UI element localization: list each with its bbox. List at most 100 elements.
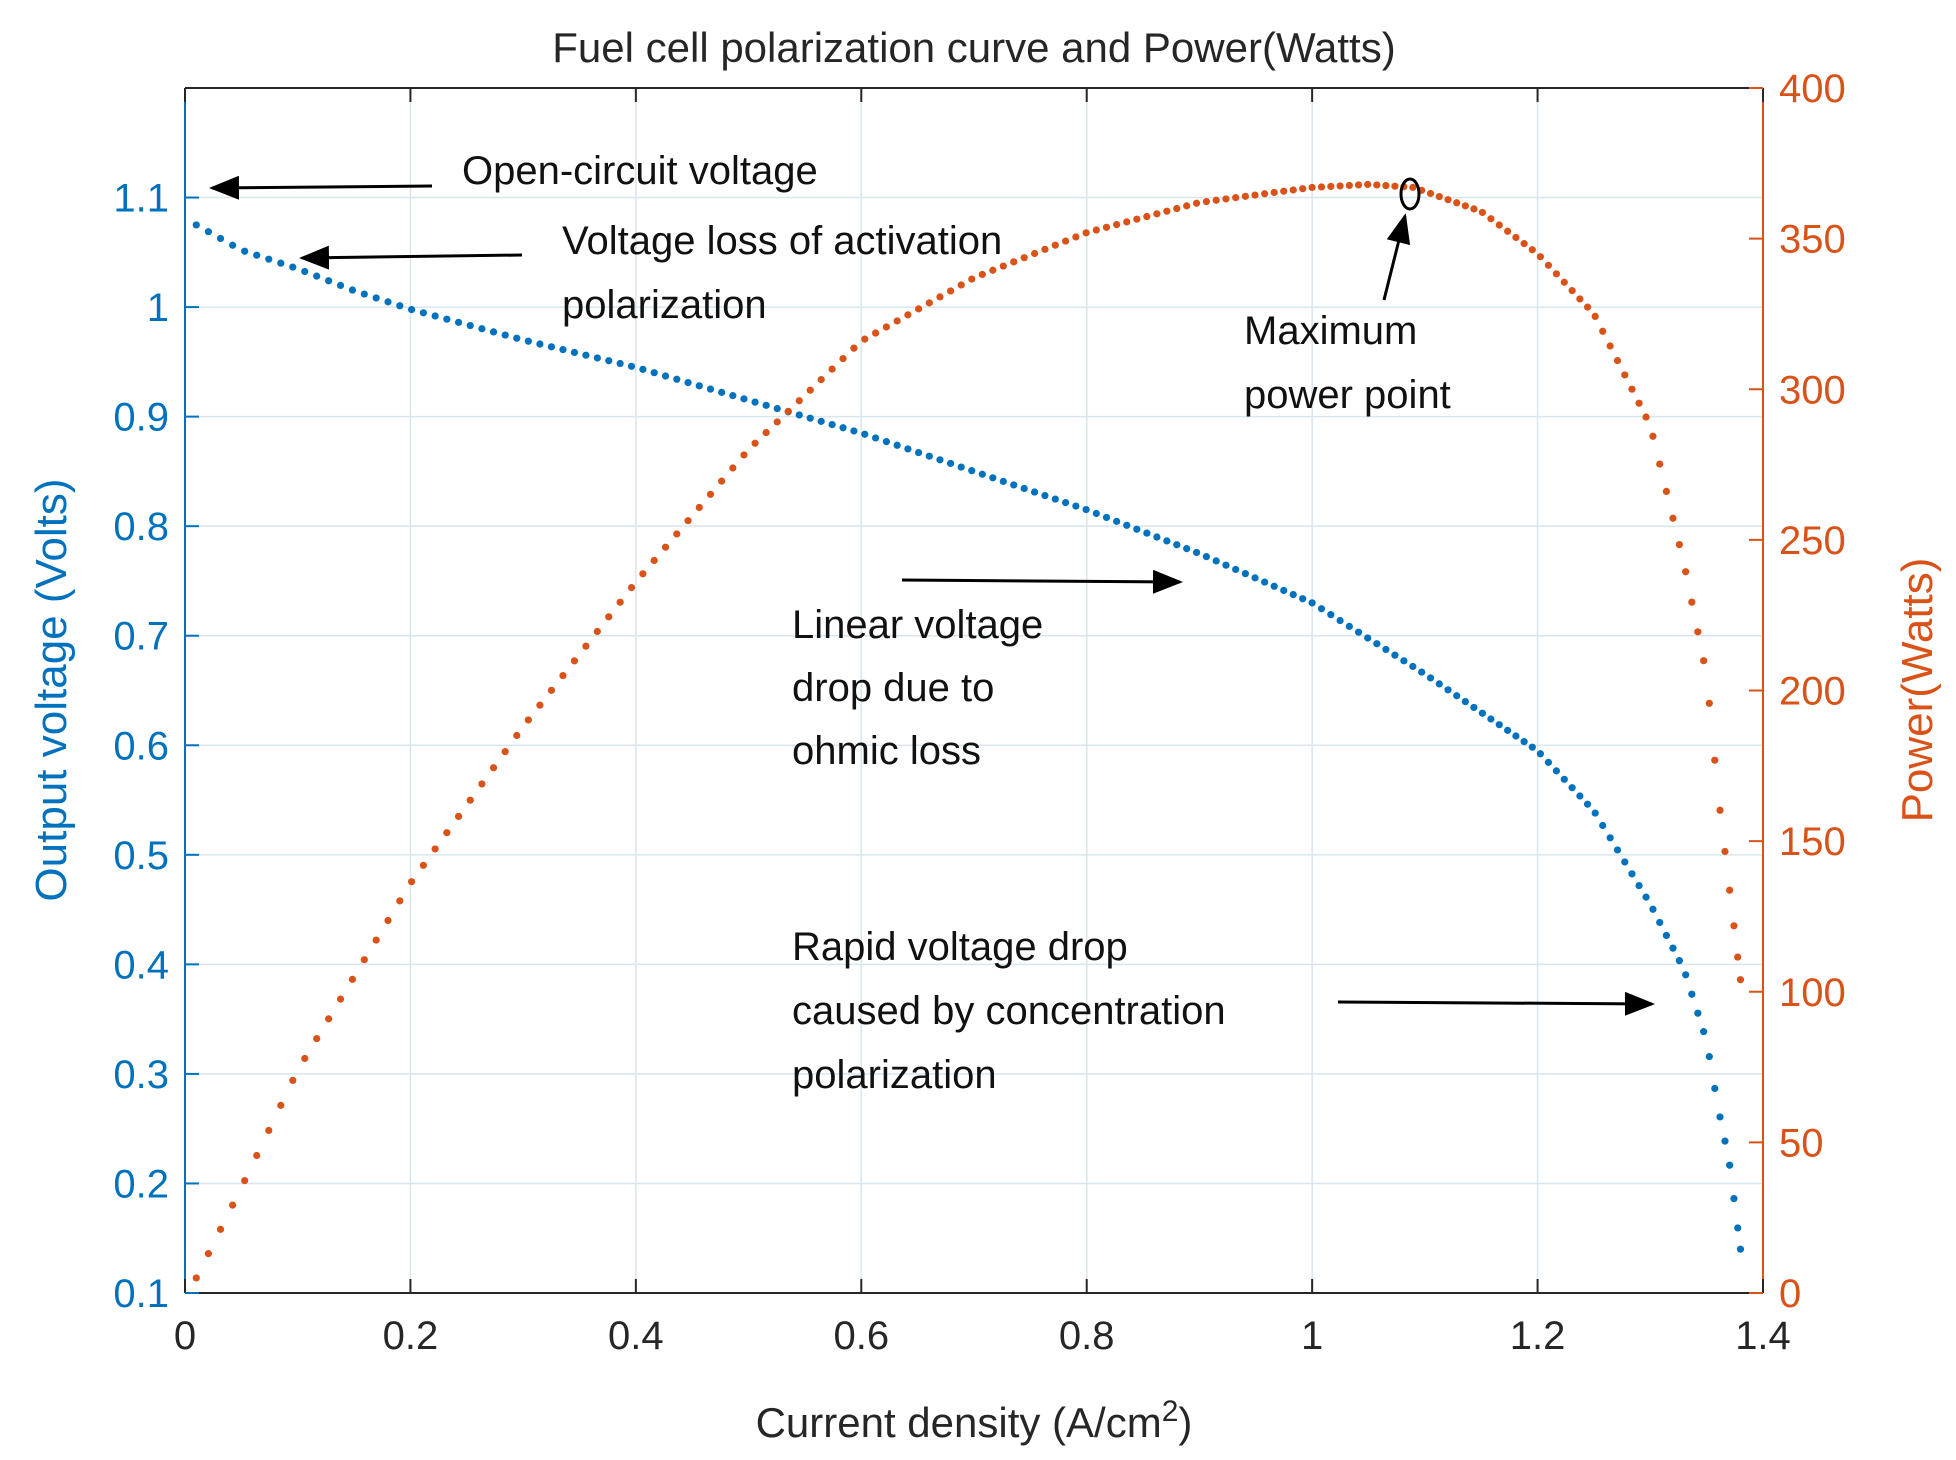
data-point: [1102, 223, 1111, 231]
annotation-text: Rapid voltage drop: [792, 925, 1128, 969]
annotation-concentration-polarization: Rapid voltage drop caused by concentrati…: [792, 925, 1655, 1097]
data-point: [978, 270, 986, 279]
x-tick-label: 1.2: [1510, 1314, 1566, 1358]
data-point: [1020, 484, 1028, 493]
data-point: [466, 796, 474, 804]
right-tick-label: 200: [1779, 670, 1846, 714]
data-point: [1576, 792, 1584, 800]
data-point: [1163, 537, 1171, 545]
data-point: [1487, 715, 1495, 723]
data-point: [605, 613, 613, 621]
data-point: [216, 234, 225, 243]
data-point: [1504, 726, 1512, 734]
data-point: [1649, 432, 1657, 440]
x-axis-label-superscript: 2: [1162, 1395, 1179, 1428]
data-point: [313, 272, 321, 280]
left-tick-label: 0.1: [113, 1272, 169, 1316]
data-point: [192, 1274, 200, 1282]
data-point: [1308, 183, 1316, 192]
data-point: [419, 861, 427, 869]
annotation-text: Linear voltage: [792, 603, 1043, 647]
data-point: [605, 357, 613, 365]
left-tick-label: 0.2: [113, 1162, 169, 1206]
data-point: [989, 474, 997, 482]
annotation-arrow: [299, 245, 523, 270]
data-point: [1662, 931, 1670, 940]
data-point: [839, 424, 847, 432]
data-point: [1606, 342, 1614, 350]
data-point: [1232, 194, 1240, 202]
data-point: [925, 452, 933, 460]
data-point: [513, 731, 521, 740]
data-point: [1041, 245, 1049, 253]
data-point: [1030, 249, 1039, 258]
data-point: [1512, 233, 1520, 242]
data-point: [1426, 189, 1435, 198]
data-point: [1222, 561, 1230, 569]
data-point: [454, 318, 463, 326]
data-point: [751, 439, 759, 447]
annotation-text: power point: [1244, 373, 1451, 417]
data-point: [1470, 703, 1478, 712]
data-point: [817, 417, 825, 425]
data-point: [817, 376, 825, 384]
data-point: [627, 362, 636, 370]
data-point: [1705, 699, 1713, 707]
data-point: [1568, 784, 1576, 792]
data-point: [673, 375, 681, 383]
data-point: [806, 414, 814, 422]
data-point: [1694, 628, 1702, 636]
data-point: [1382, 181, 1390, 190]
data-point: [501, 331, 509, 339]
data-point: [729, 464, 737, 472]
x-axis-label-main: Current density (A/cm: [756, 1399, 1162, 1446]
data-point: [1487, 215, 1495, 223]
annotation-text: ohmic loss: [792, 729, 981, 773]
data-point: [1299, 595, 1307, 603]
data-point: [384, 298, 392, 306]
data-point: [695, 503, 703, 512]
data-point: [253, 1151, 261, 1160]
data-point: [1082, 505, 1090, 514]
data-point: [1391, 651, 1399, 659]
data-point: [1153, 533, 1161, 541]
data-point: [1730, 1195, 1738, 1203]
data-point: [489, 328, 498, 336]
data-point: [1504, 227, 1512, 235]
data-point: [639, 570, 647, 578]
data-point: [1270, 582, 1278, 590]
data-point: [1721, 847, 1729, 856]
data-point: [1336, 616, 1344, 625]
data-point: [1173, 541, 1181, 549]
data-point: [850, 344, 858, 352]
data-point: [216, 1225, 225, 1233]
data-point: [718, 388, 726, 396]
data-point: [1153, 210, 1161, 218]
data-point: [1373, 181, 1381, 189]
left-tick-label: 0.6: [113, 724, 169, 768]
right-tick-label: 0: [1779, 1272, 1801, 1316]
data-point: [1628, 870, 1636, 878]
data-point: [229, 241, 237, 249]
data-point: [1520, 240, 1528, 248]
data-point: [1123, 521, 1131, 529]
data-point: [454, 812, 463, 821]
data-point: [1092, 509, 1100, 518]
data-point: [1435, 192, 1443, 201]
data-point: [1726, 886, 1734, 894]
data-point: [1726, 1161, 1734, 1169]
data-point: [1092, 226, 1100, 234]
data-point: [1669, 514, 1677, 522]
data-point: [1308, 599, 1316, 607]
data-point: [478, 780, 486, 788]
data-point: [1143, 529, 1151, 537]
x-tick-label: 1.4: [1735, 1314, 1791, 1358]
data-point: [1373, 640, 1381, 648]
data-point: [1409, 183, 1417, 191]
data-point: [431, 845, 439, 853]
data-point: [570, 348, 579, 357]
data-point: [1061, 237, 1070, 245]
data-point: [1345, 622, 1353, 630]
data-point: [1426, 674, 1435, 682]
